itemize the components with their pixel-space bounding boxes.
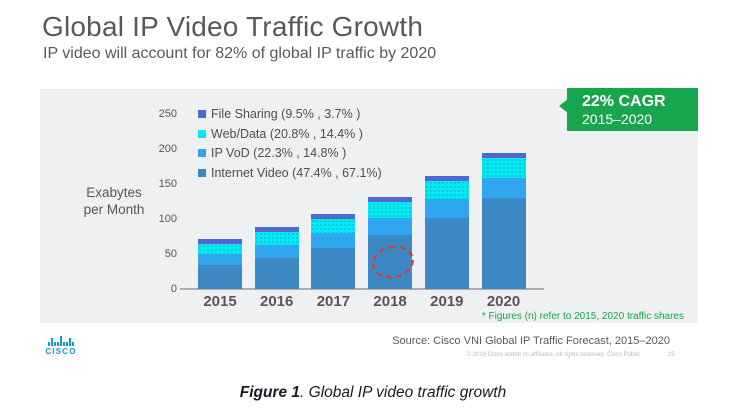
cisco-logo: CISCO <box>45 336 77 356</box>
bar-2015 <box>198 238 242 289</box>
cagr-badge: 22% CAGR 2015–2020 <box>559 88 698 131</box>
bar-segment-ip-vod <box>254 244 299 258</box>
legend-swatch-icon <box>198 149 206 158</box>
bar-segment-internet-video <box>424 217 469 289</box>
y-axis-title: Exabytes per Month <box>72 184 156 218</box>
bar-segment-web-data <box>254 232 299 245</box>
bar-2020 <box>481 153 526 289</box>
legend-item: Web/Data (20.8% , 14.4% ) <box>198 124 382 144</box>
cagr-value: 22% CAGR <box>582 93 666 110</box>
bar-2017 <box>311 214 356 289</box>
figure-caption-label: Figure 1 <box>239 384 301 401</box>
bar-segment-ip-vod <box>424 198 469 218</box>
bar-segment-internet-video <box>481 198 526 289</box>
copyright-text: © 2016 Cisco and/or its affiliates. All … <box>466 352 640 358</box>
cisco-bridge-icon <box>45 336 77 346</box>
bar-segment-file-sharing <box>198 238 242 244</box>
legend-item: File Sharing (9.5% , 3.7% ) <box>198 104 382 124</box>
y-tick-label: 250 <box>158 108 177 120</box>
bar-segment-ip-vod <box>311 233 356 248</box>
x-tick-label: 2019 <box>430 293 464 310</box>
x-tick-label: 2015 <box>203 293 237 310</box>
bar-segment-web-data <box>481 158 526 178</box>
legend-label: Web/Data (20.8% , 14.4% ) <box>211 126 363 141</box>
badge-notch <box>559 99 568 113</box>
x-axis-line <box>180 288 544 290</box>
legend-label: Internet Video (47.4% , 67.1%) <box>211 165 382 180</box>
bar-segment-file-sharing <box>311 214 356 220</box>
y-tick-label: 100 <box>158 213 177 225</box>
bar-segment-web-data <box>198 243 242 255</box>
bar-segment-file-sharing <box>254 227 299 233</box>
y-tick-label: 0 <box>170 283 177 295</box>
legend-swatch-icon <box>198 168 206 177</box>
y-tick-label: 200 <box>158 143 177 155</box>
y-axis-title-line2: per Month <box>83 202 145 217</box>
x-tick-label: 2016 <box>260 293 294 310</box>
bar-2019 <box>424 176 469 289</box>
legend-swatch-icon <box>198 109 206 118</box>
bar-2018 <box>368 197 413 289</box>
legend-label: IP VoD (22.3% , 14.8% ) <box>211 146 347 161</box>
footnote: * Figures (n) refer to 2015, 2020 traffi… <box>481 311 684 322</box>
page-subtitle: IP video will account for 82% of global … <box>43 45 437 62</box>
bar-segment-file-sharing <box>424 176 469 182</box>
legend-item: Internet Video (47.4% , 67.1%) <box>198 163 382 183</box>
bar-segment-internet-video <box>198 265 242 289</box>
cagr-period: 2015–2020 <box>582 111 653 127</box>
x-tick-label: 2018 <box>373 293 407 310</box>
figure-caption: Figure 1. Global IP video traffic growth <box>0 384 746 402</box>
figure-caption-text: . Global IP video traffic growth <box>300 384 507 401</box>
bar-segment-file-sharing <box>481 153 526 159</box>
y-axis-title-line1: Exabytes <box>86 185 142 200</box>
bar-segment-internet-video <box>311 247 356 289</box>
bar-2016 <box>254 227 299 289</box>
bar-segment-internet-video <box>254 257 299 289</box>
legend: File Sharing (9.5% , 3.7% ) Web/Data (20.… <box>198 104 382 183</box>
slide-page-number: 25 <box>668 352 675 358</box>
bar-segment-internet-video <box>368 235 413 289</box>
bar-segment-web-data <box>368 202 413 219</box>
legend-label: File Sharing (9.5% , 3.7% ) <box>211 106 361 121</box>
y-tick-label: 50 <box>164 248 177 260</box>
bar-segment-ip-vod <box>198 254 242 266</box>
page-title: Global IP Video Traffic Growth <box>42 11 424 42</box>
bar-segment-ip-vod <box>368 218 413 236</box>
y-tick-label: 150 <box>158 178 177 190</box>
bar-segment-file-sharing <box>368 197 413 203</box>
cisco-logo-text: CISCO <box>45 347 77 356</box>
x-tick-label: 2020 <box>486 293 521 310</box>
x-tick-label: 2017 <box>316 293 351 310</box>
legend-swatch-icon <box>198 129 206 138</box>
legend-item: IP VoD (22.3% , 14.8% ) <box>198 143 382 163</box>
bar-segment-web-data <box>424 181 469 199</box>
bar-segment-web-data <box>311 219 356 234</box>
source-text: Source: Cisco VNI Global IP Traffic Fore… <box>392 335 670 347</box>
bar-segment-ip-vod <box>481 177 526 198</box>
